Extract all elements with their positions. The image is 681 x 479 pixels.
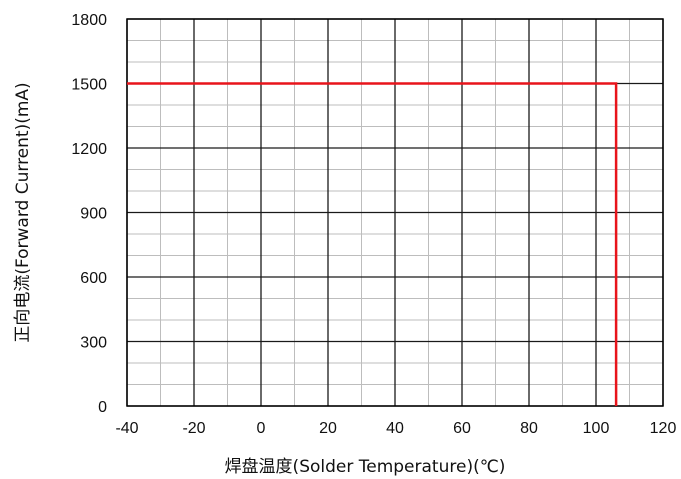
y-tick-label: 0 (98, 399, 107, 416)
x-tick-label: 120 (650, 420, 677, 437)
x-axis-title: 焊盘温度(Solder Temperature)(℃) (225, 457, 506, 477)
y-tick-label: 300 (80, 335, 107, 352)
x-tick-label: 20 (319, 420, 337, 437)
series-layer (127, 82, 618, 406)
x-tick-label: 80 (520, 420, 538, 437)
y-axis-title: 正向电流(Forward Current)(mA) (13, 82, 33, 342)
y-tick-label: 600 (80, 270, 107, 287)
x-tick-label: 60 (453, 420, 471, 437)
major-grid (126, 18, 664, 407)
x-tick-labels: -40 -20 0 20 40 60 80 100 120 (115, 420, 676, 437)
y-tick-label: 1200 (71, 141, 107, 158)
y-tick-label: 1800 (71, 12, 107, 29)
x-tick-label: 0 (257, 420, 266, 437)
x-tick-label: 100 (583, 420, 610, 437)
y-tick-label: 900 (80, 206, 107, 223)
y-tick-labels: 0 300 600 900 1200 1500 1800 (71, 12, 107, 416)
series-line-0 (127, 82, 618, 406)
x-tick-label: -40 (115, 420, 138, 437)
plot-frame (126, 18, 664, 407)
x-tick-label: -20 (182, 420, 205, 437)
y-tick-label: 1500 (71, 77, 107, 94)
x-tick-label: 40 (386, 420, 404, 437)
